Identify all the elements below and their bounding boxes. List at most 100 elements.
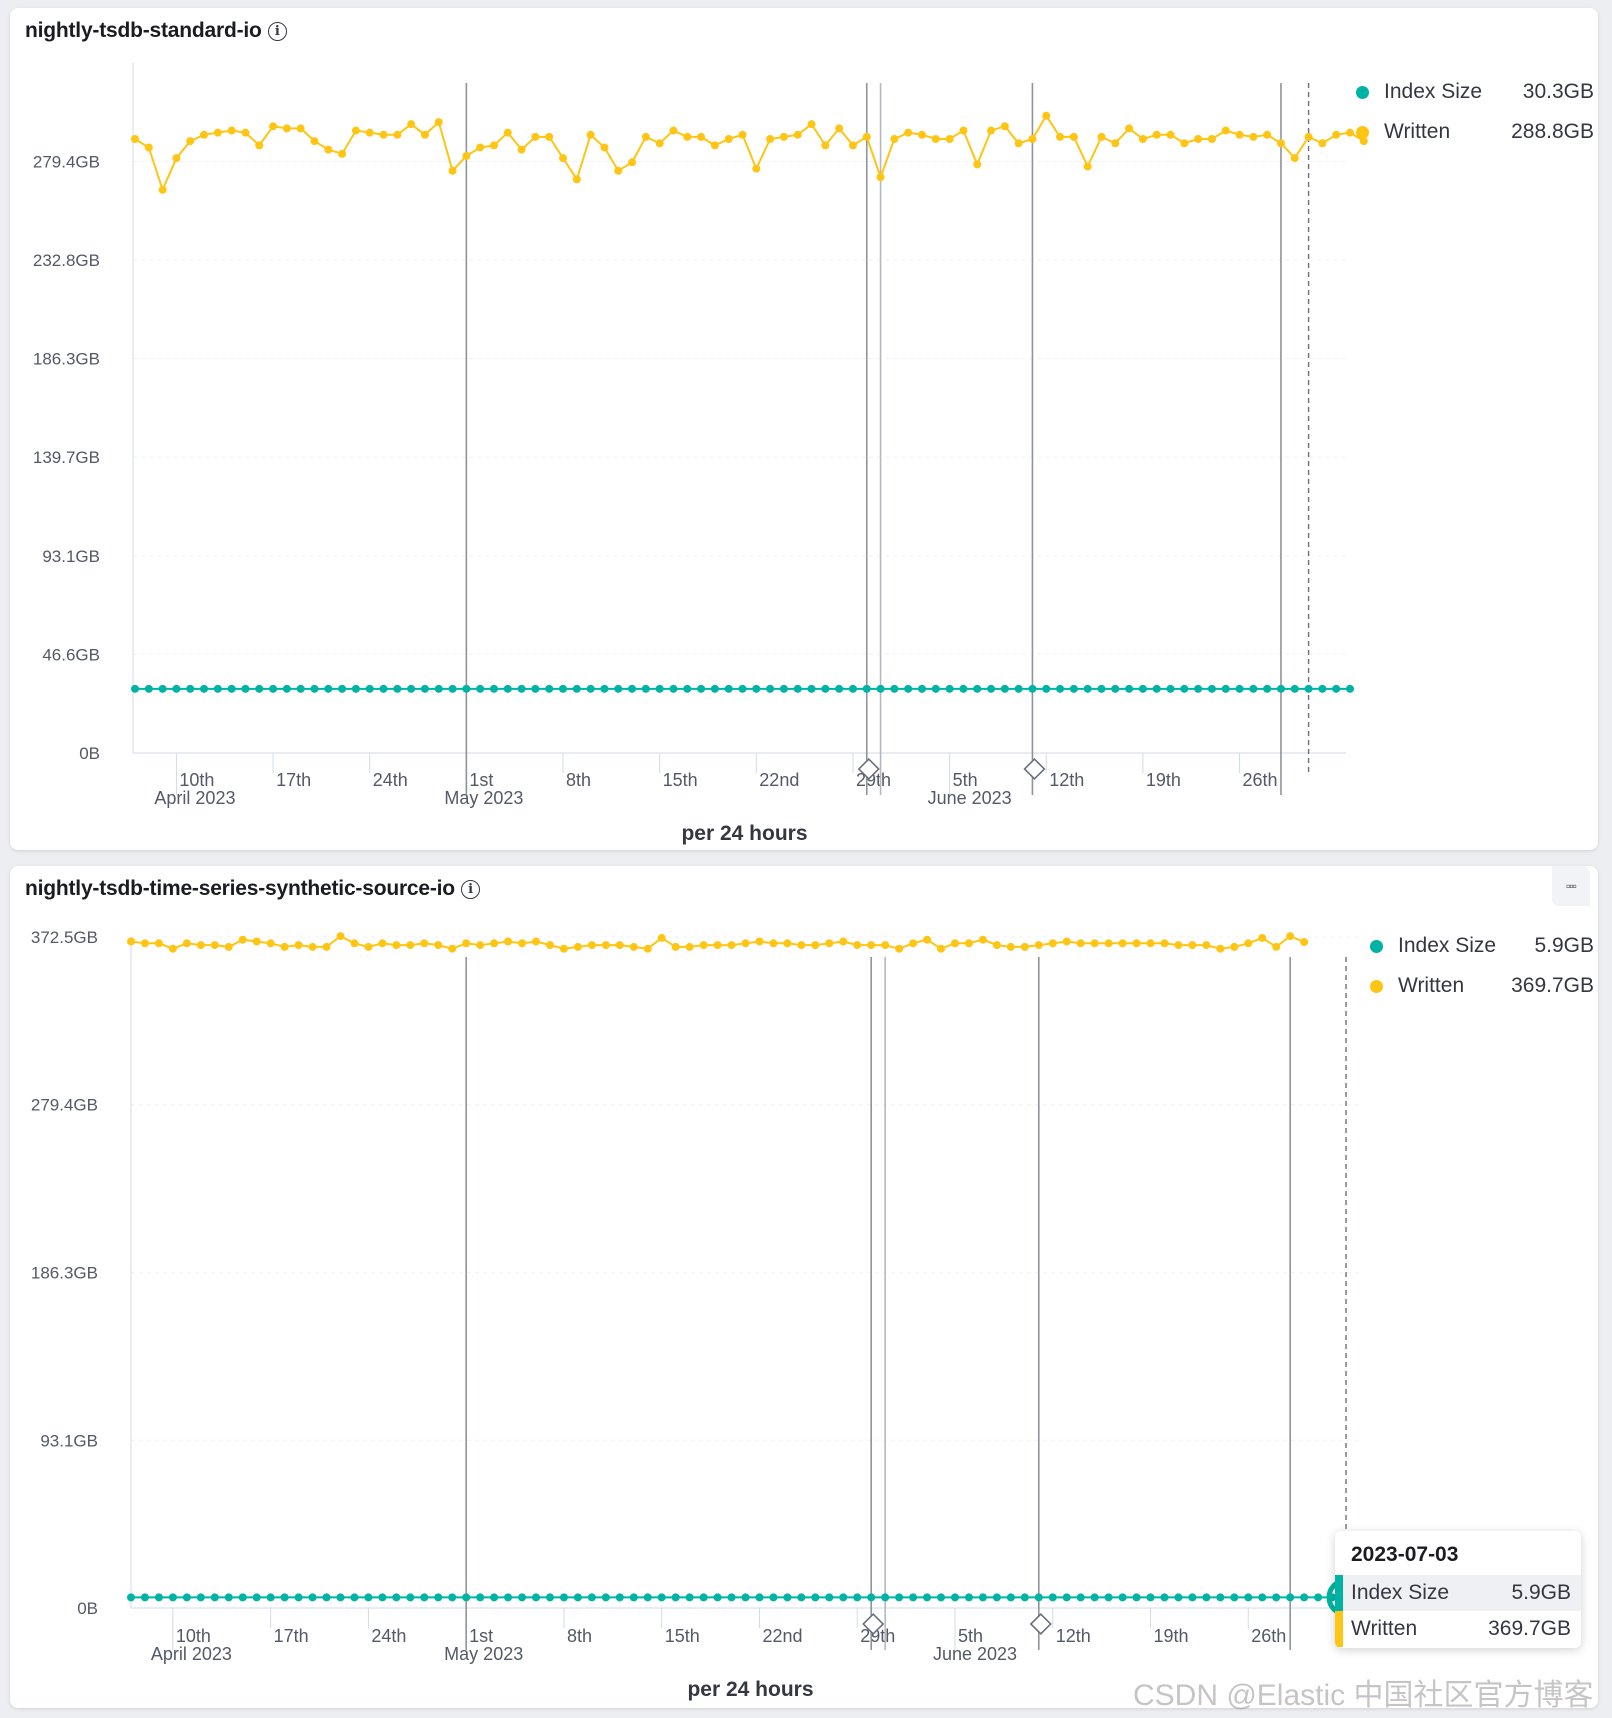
data-point	[671, 942, 680, 951]
data-point	[1020, 942, 1029, 951]
annotation-tag-icon	[1029, 1612, 1052, 1636]
data-point	[238, 1593, 247, 1602]
data-point	[1146, 939, 1155, 948]
data-point	[793, 684, 802, 693]
tooltip-value: 369.7GB	[1488, 1617, 1571, 1640]
chart-panel-standard-io: nightly-tsdb-standard-io i 0B 46.6GB 93.1G…	[10, 8, 1598, 850]
data-point	[393, 130, 402, 139]
legend-value: 369.7GB	[1511, 974, 1594, 997]
data-point	[489, 141, 498, 150]
data-point	[1346, 128, 1354, 137]
data-point	[296, 684, 305, 693]
data-point	[890, 684, 899, 693]
data-point	[336, 932, 345, 941]
data-point	[434, 1593, 443, 1602]
data-point	[978, 935, 987, 944]
data-point	[1304, 132, 1313, 141]
x-tick-sublabel: May 2023	[444, 1644, 523, 1664]
data-point	[476, 941, 485, 950]
data-point	[1042, 111, 1051, 120]
legend-label: Written	[1384, 120, 1451, 143]
data-point	[420, 130, 429, 139]
data-point	[931, 135, 940, 144]
data-point	[186, 137, 195, 146]
panel-options-button[interactable]: ▫▫▫	[1552, 866, 1590, 906]
legend-item-index-size[interactable]: Index Size 5.9GB	[1370, 926, 1594, 966]
data-point	[655, 139, 664, 148]
data-point	[959, 126, 968, 135]
data-point	[839, 1593, 848, 1602]
data-point	[490, 939, 499, 948]
data-point	[848, 141, 857, 150]
data-point	[1125, 684, 1134, 693]
data-point	[937, 1593, 946, 1602]
info-icon[interactable]: i	[460, 879, 480, 899]
data-point	[200, 684, 209, 693]
data-point	[559, 684, 568, 693]
legend-item-index-size[interactable]: Index Size 30.3GB	[1356, 72, 1594, 112]
data-point	[266, 1593, 275, 1602]
data-point	[336, 1593, 345, 1602]
data-point	[727, 1593, 736, 1602]
data-point	[741, 1593, 750, 1602]
data-point	[1138, 684, 1147, 693]
x-tick-sublabel: April 2023	[154, 788, 235, 808]
data-point	[629, 1593, 638, 1602]
legend-item-written[interactable]: Written 288.8GB	[1356, 112, 1594, 152]
data-point	[154, 1593, 163, 1602]
data-point	[1118, 939, 1127, 948]
data-point	[1304, 684, 1313, 693]
data-point	[280, 942, 289, 951]
data-point	[1272, 942, 1281, 951]
data-point	[811, 1593, 820, 1602]
data-point	[420, 1593, 429, 1602]
data-point	[973, 160, 982, 169]
legend-label: Written	[1398, 974, 1465, 997]
data-point	[909, 939, 918, 948]
data-point	[669, 684, 678, 693]
data-point	[862, 684, 871, 693]
chart-panel-synthetic-source-io: nightly-tsdb-time-series-synthetic-sourc…	[10, 866, 1598, 1708]
x-tick-sublabel: June 2023	[928, 788, 1012, 808]
data-point	[1207, 135, 1216, 144]
data-point	[518, 939, 527, 948]
data-point	[683, 684, 692, 693]
data-point	[350, 1593, 359, 1602]
data-point	[697, 684, 706, 693]
data-point	[752, 164, 761, 173]
x-tick-sublabel: June 2023	[933, 1644, 1017, 1664]
x-tick-label: 12th	[1056, 1626, 1091, 1646]
data-point	[904, 684, 913, 693]
data-point	[1166, 684, 1175, 693]
data-point	[269, 122, 278, 131]
info-icon[interactable]: i	[267, 21, 287, 41]
data-point	[573, 942, 582, 951]
data-point	[503, 684, 512, 693]
data-point	[186, 684, 195, 693]
data-point	[1132, 939, 1141, 948]
data-point	[1249, 684, 1258, 693]
data-point	[559, 944, 568, 953]
data-point	[1006, 942, 1015, 951]
tooltip-row-index-size: Index Size 5.9GB	[1335, 1575, 1581, 1611]
line-chart-standard-io[interactable]: 0B 46.6GB 93.1GB 139.7GB 186.3GB 232.8GB 279.4…	[10, 8, 1598, 850]
data-point	[338, 149, 347, 158]
legend-value: 288.8GB	[1511, 120, 1594, 143]
legend-dot-icon	[1370, 939, 1383, 953]
data-point	[950, 939, 959, 948]
data-point	[1097, 684, 1106, 693]
data-point	[807, 684, 816, 693]
data-point	[669, 126, 678, 135]
data-point	[1104, 939, 1113, 948]
data-point	[937, 944, 946, 953]
tooltip-row-written: Written 369.7GB	[1335, 1611, 1581, 1647]
data-point	[766, 684, 775, 693]
data-point	[1028, 135, 1037, 144]
legend-item-written[interactable]: Written 369.7GB	[1370, 966, 1594, 1006]
data-point	[752, 684, 761, 693]
data-point	[862, 132, 871, 141]
data-point	[200, 130, 209, 139]
data-point	[950, 1593, 959, 1602]
legend-label: Index Size	[1384, 80, 1483, 103]
